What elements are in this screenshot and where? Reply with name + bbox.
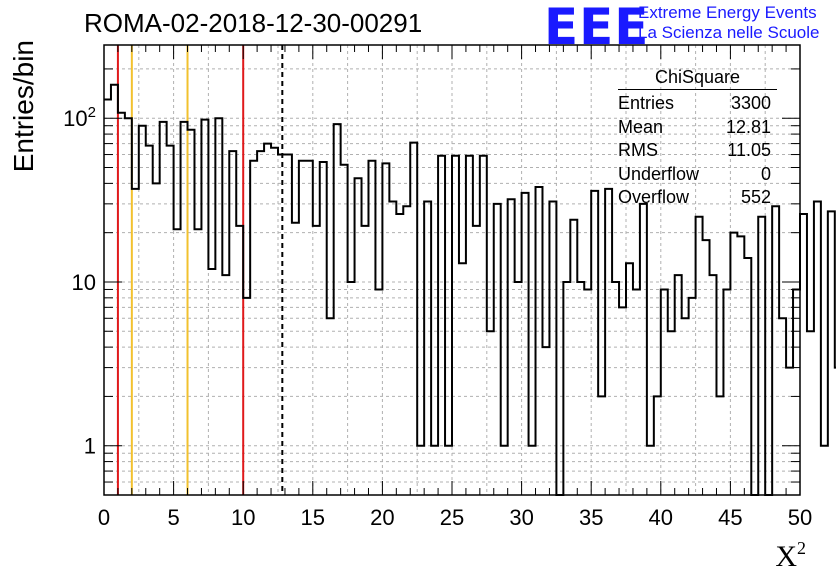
x-tick-label: 35 <box>579 505 603 530</box>
y-axis-label: Entries/bin <box>8 40 39 172</box>
x-tick-label: 45 <box>718 505 742 530</box>
y-tick-label: 102 <box>63 104 96 131</box>
stats-row-mean: Mean 12.81 <box>612 116 777 140</box>
eee-logo: EEE <box>544 0 650 56</box>
x-tick-label: 20 <box>370 505 394 530</box>
x-tick-label: 15 <box>301 505 325 530</box>
y-tick-label: 1 <box>84 434 96 459</box>
reference-lines <box>116 45 284 495</box>
axis-ticks <box>103 45 801 496</box>
x-tick-label: 30 <box>509 505 533 530</box>
stat-label: Underflow <box>618 163 700 184</box>
x-tick-label: 50 <box>788 505 812 530</box>
stats-row-rms: RMS 11.05 <box>612 139 777 163</box>
stat-label: Mean <box>618 116 664 137</box>
chart-title: ROMA-02-2018-12-30-00291 <box>84 8 423 38</box>
stats-row-underflow: Underflow 0 <box>612 163 777 187</box>
stats-box: ChiSquare Entries 3300 Mean 12.81 RMS 11… <box>612 67 777 210</box>
stats-row-entries: Entries 3300 <box>612 92 777 116</box>
x-tick-label: 0 <box>98 505 110 530</box>
stat-value: 11.05 <box>727 140 771 160</box>
stats-title: ChiSquare <box>618 67 777 90</box>
stat-value: 552 <box>740 187 771 207</box>
histogram-series <box>104 83 836 496</box>
x-tick-label: 25 <box>440 505 464 530</box>
stat-label: Overflow <box>618 187 690 207</box>
stat-label: RMS <box>618 140 658 160</box>
stats-row-overflow: Overflow 552 <box>612 186 777 210</box>
stat-value: 12.81 <box>725 116 771 137</box>
stat-value: 0 <box>760 163 771 184</box>
stat-label: Entries <box>618 93 675 113</box>
tick-labels: 0 5 10 15 20 25 30 35 40 45 50 1 10 102 <box>63 104 812 530</box>
x-tick-label: 40 <box>649 505 673 530</box>
logo-text-line2: La Scienza nelle Scuole <box>638 23 820 42</box>
logo-text-line1: Extreme Energy Events <box>638 3 817 22</box>
x-tick-label: 5 <box>167 505 179 530</box>
stat-value: 3300 <box>730 93 771 113</box>
x-tick-label: 10 <box>231 505 255 530</box>
y-tick-label: 10 <box>72 270 96 295</box>
x-axis-label: X2 <box>775 538 806 572</box>
